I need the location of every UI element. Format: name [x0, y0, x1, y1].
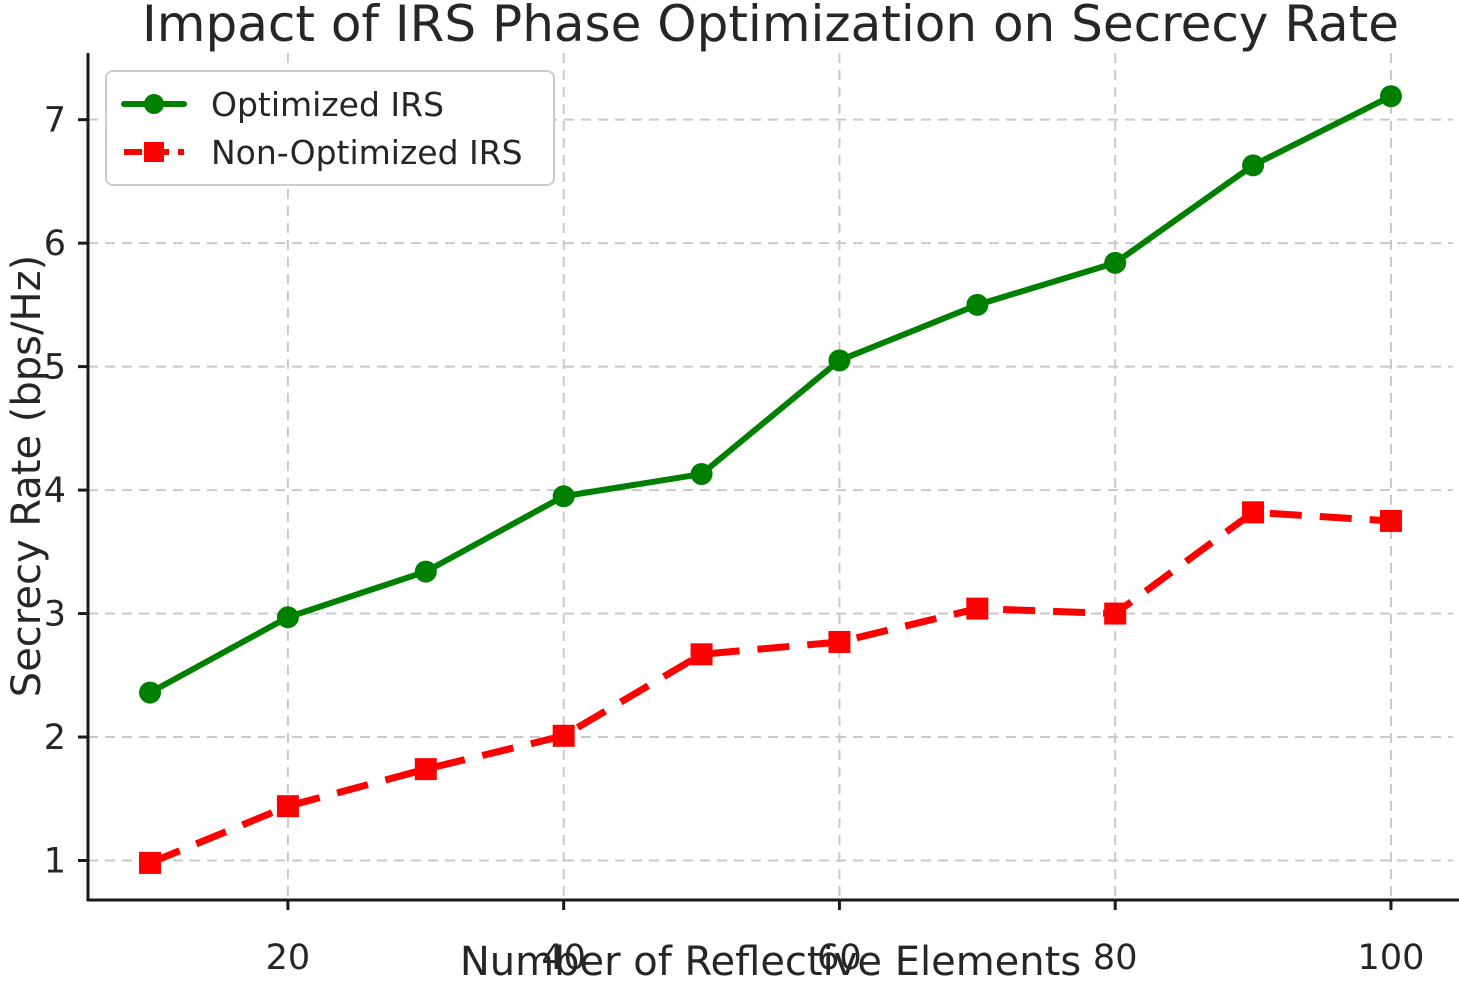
- data-point-optimized: [690, 463, 713, 486]
- data-point-non-optimized: [690, 643, 713, 666]
- x-tick-label: 80: [1093, 938, 1138, 978]
- y-axis-label: Secrecy Rate (bps/Hz): [4, 254, 50, 698]
- y-tick-label: 4: [44, 471, 66, 511]
- legend-swatch-line-square-icon: [124, 142, 184, 162]
- legend-swatch-line-circle-icon: [121, 94, 187, 114]
- x-tick-label: 40: [541, 938, 586, 978]
- legend-label-optimized-irs: Optimized IRS: [211, 84, 445, 124]
- y-tick-label: 6: [44, 224, 66, 264]
- data-point-non-optimized: [552, 724, 575, 747]
- data-point-optimized: [966, 293, 989, 316]
- legend-label-non-optimized-irs: Non-Optimized IRS: [211, 132, 523, 172]
- data-point-non-optimized: [1104, 602, 1127, 625]
- data-point-optimized: [276, 606, 299, 629]
- y-tick-label: 7: [44, 101, 66, 141]
- data-point-non-optimized: [1379, 509, 1402, 532]
- data-point-non-optimized: [966, 597, 989, 620]
- data-point-optimized: [1104, 251, 1127, 274]
- data-point-non-optimized: [139, 851, 162, 874]
- legend-item-non-optimized-irs: Non-Optimized IRS: [121, 130, 523, 174]
- y-tick-label: 1: [44, 841, 66, 881]
- data-point-non-optimized: [1242, 501, 1265, 524]
- data-point-optimized: [1242, 154, 1265, 177]
- data-point-optimized: [828, 349, 851, 372]
- x-tick-label: 20: [266, 938, 311, 978]
- data-point-optimized: [139, 681, 162, 704]
- data-point-non-optimized: [414, 758, 437, 781]
- x-axis-label: Number of Reflective Elements: [459, 939, 1082, 985]
- x-tick-label: 60: [817, 938, 862, 978]
- legend: Optimized IRS Non-Optimized IRS: [105, 70, 555, 186]
- data-point-non-optimized: [276, 795, 299, 818]
- series-line-optimized: [147, 93, 1394, 696]
- data-point-non-optimized: [828, 630, 851, 653]
- series-line-non-optimized: [148, 508, 1392, 867]
- y-tick-label: 3: [44, 595, 66, 635]
- y-tick-label: 5: [44, 348, 66, 388]
- data-point-optimized: [414, 560, 437, 583]
- data-point-optimized: [552, 485, 575, 508]
- legend-item-optimized-irs: Optimized IRS: [121, 82, 523, 126]
- chart-title: Impact of IRS Phase Optimization on Secr…: [142, 0, 1399, 53]
- data-point-optimized: [1379, 85, 1402, 108]
- x-tick-label: 100: [1358, 938, 1425, 978]
- y-tick-label: 2: [44, 718, 66, 758]
